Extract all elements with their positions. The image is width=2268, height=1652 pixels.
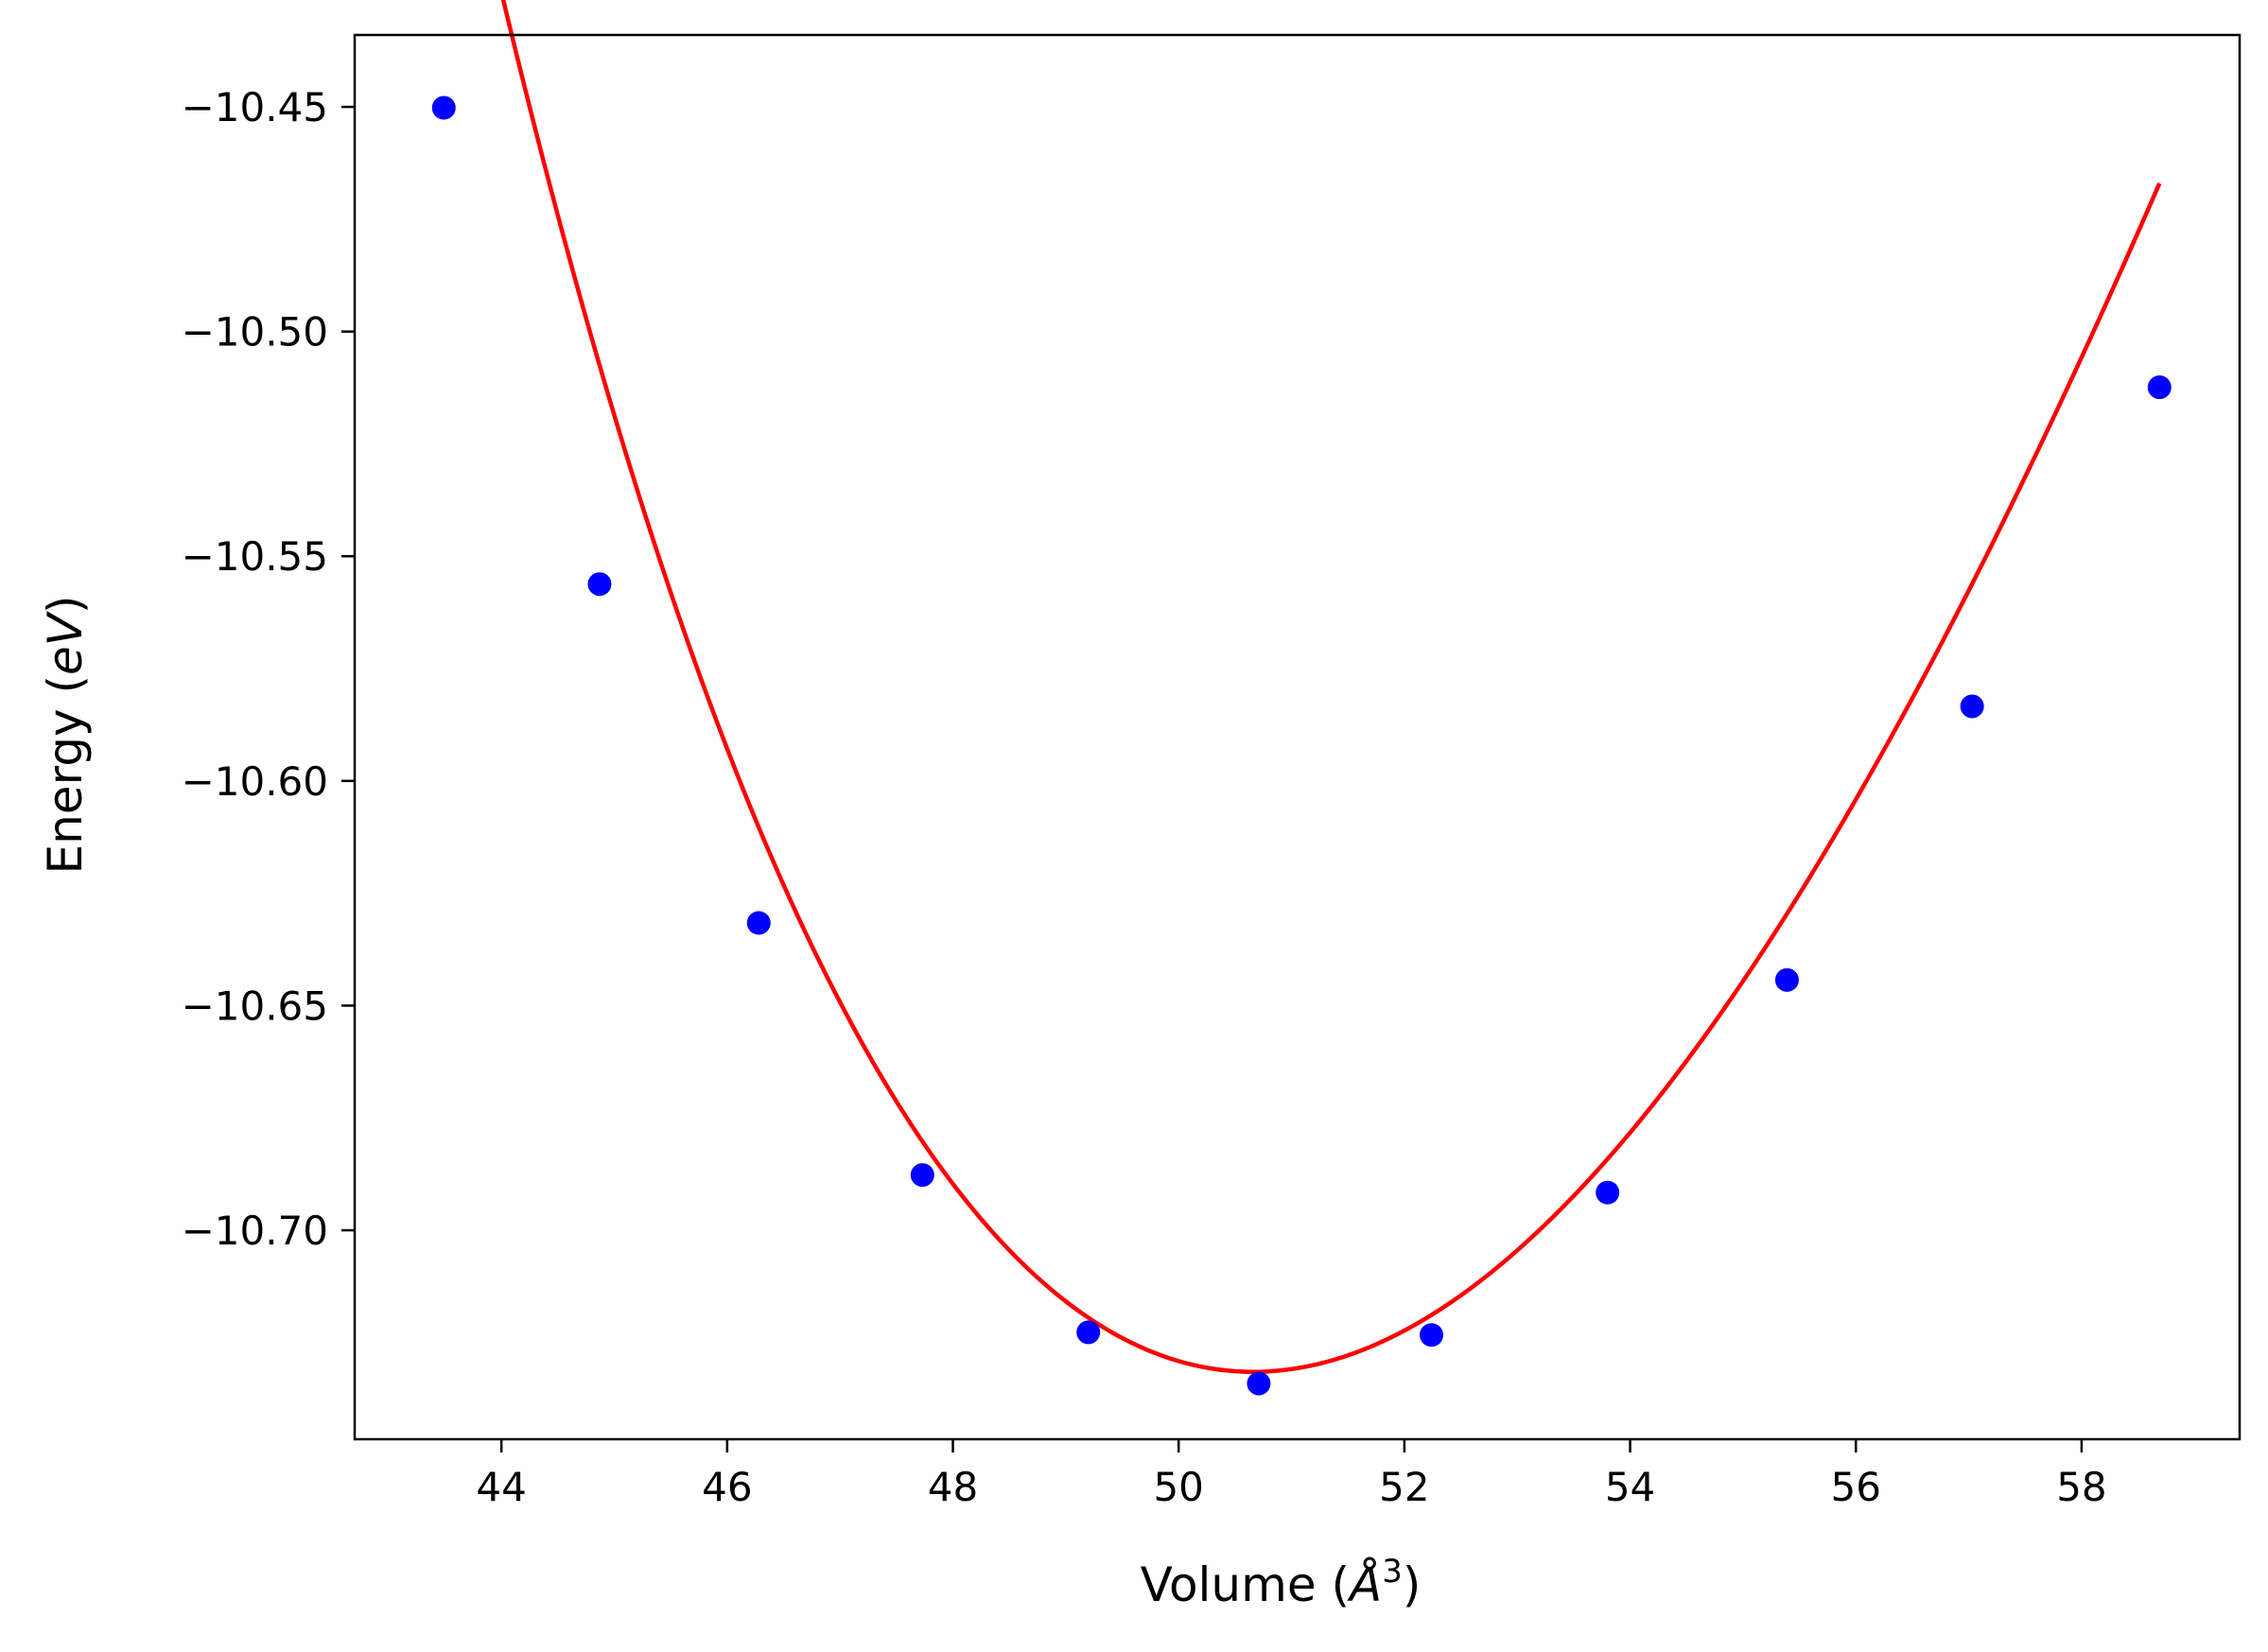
x-tick-label: 48: [928, 1464, 978, 1510]
y-tick-label: −10.45: [182, 84, 328, 130]
y-tick-label: −10.60: [182, 758, 328, 805]
data-point: [910, 1163, 934, 1188]
data-points-layer: [431, 96, 2172, 1396]
x-tick-label: 58: [2056, 1464, 2106, 1510]
data-point: [1076, 1320, 1101, 1345]
data-point: [746, 911, 771, 935]
fit-curve-layer: [500, 0, 2162, 1374]
data-point: [587, 572, 612, 597]
data-point: [1960, 694, 1984, 719]
data-point: [2147, 375, 2172, 400]
data-point: [431, 96, 456, 120]
data-point: [1774, 967, 1799, 992]
x-tick-label: 52: [1379, 1464, 1429, 1510]
x-tick-label: 44: [476, 1464, 526, 1510]
y-axis-label: Energy (eV): [38, 596, 93, 875]
x-tick-label: 54: [1605, 1464, 1655, 1510]
x-axis-ticks: 44 46 48 50 52 54 56 58: [476, 1439, 2107, 1510]
data-point: [1596, 1180, 1620, 1205]
x-tick-label: 56: [1831, 1464, 1881, 1510]
y-tick-label: −10.55: [182, 533, 328, 580]
plot-frame: [353, 33, 2242, 1441]
y-axis-ticks: −10.45 −10.50 −10.55 −10.60 −10.65 −10.70: [182, 84, 355, 1254]
x-axis-label: Volume (Å3): [1141, 1553, 1422, 1612]
data-point: [1420, 1323, 1444, 1348]
data-point: [1247, 1371, 1271, 1396]
y-tick-label: −10.65: [182, 983, 328, 1029]
plot-area: [355, 35, 2240, 1439]
x-tick-label: 46: [702, 1464, 752, 1510]
x-tick-label: 50: [1153, 1464, 1203, 1510]
y-tick-label: −10.50: [182, 309, 328, 356]
fit-curve: [500, 0, 2162, 1374]
y-tick-label: −10.70: [182, 1208, 328, 1254]
